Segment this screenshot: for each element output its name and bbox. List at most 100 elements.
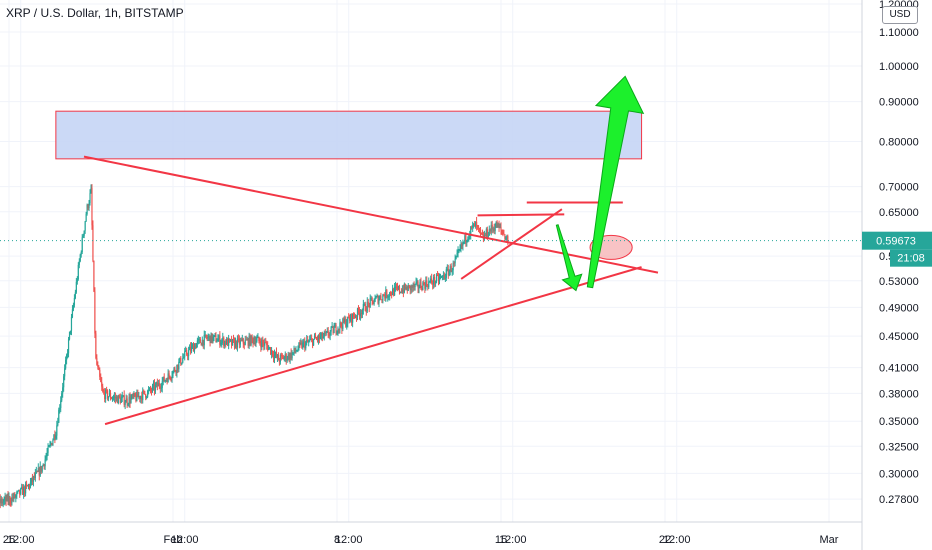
candle-body: [265, 342, 267, 344]
time-tick: 12:00: [335, 534, 363, 546]
candle-body: [328, 335, 330, 337]
candle-body: [415, 281, 417, 284]
candle-body: [312, 338, 315, 346]
candle-body: [15, 495, 17, 498]
candle-body: [388, 296, 390, 298]
candle-body: [405, 287, 407, 290]
candle-body: [333, 327, 335, 334]
candle-body: [272, 355, 275, 359]
candle-body: [310, 338, 312, 340]
candle-body: [458, 249, 460, 251]
candle-body: [319, 336, 322, 339]
down-arrow: [555, 224, 583, 292]
candle-body: [450, 266, 452, 272]
countdown-value: 21:08: [897, 253, 925, 265]
candle-body: [39, 466, 41, 476]
candle-body: [280, 355, 282, 357]
candle-body: [69, 330, 72, 332]
candle-body: [171, 375, 173, 379]
candle-body: [416, 281, 418, 283]
candle-body: [499, 226, 501, 228]
candle-body: [351, 314, 353, 323]
candle-body: [1, 499, 3, 504]
candle-body: [264, 342, 266, 346]
price-badge-value: 0.59673: [876, 236, 916, 248]
price-axis[interactable]: 1.20000 1.10000 1.00000 0.90000 0.80000 0.700…: [862, 0, 932, 506]
candle-body: [410, 285, 412, 291]
candle-body: [125, 398, 127, 403]
candle-body: [353, 316, 356, 318]
candle-body: [115, 396, 117, 399]
candle-body: [34, 472, 36, 478]
candle-body: [487, 235, 489, 237]
candle-body: [154, 385, 157, 391]
candle-body: [466, 239, 468, 243]
candle-body: [371, 297, 373, 301]
chart-grid: [0, 0, 863, 550]
candle-body: [22, 487, 24, 495]
candle-body: [424, 284, 426, 289]
candle-body: [320, 332, 322, 337]
candle-body: [112, 397, 115, 399]
candle-body: [231, 339, 234, 346]
candle-body: [153, 383, 156, 391]
candle-body: [283, 357, 285, 360]
candle-body: [362, 304, 364, 311]
price-tick: 0.30000: [879, 468, 919, 480]
candle-body: [138, 396, 140, 398]
currency-button[interactable]: USD: [882, 6, 918, 24]
candle-body: [175, 371, 177, 373]
time-tick: 12:00: [499, 534, 527, 546]
candle-body: [123, 395, 125, 405]
candle-body: [330, 327, 332, 332]
candle-body: [104, 392, 106, 400]
candle-body: [117, 395, 119, 404]
candle-body: [247, 338, 249, 346]
price-tick: 0.90000: [879, 97, 919, 109]
candle-body: [135, 396, 137, 401]
candle-body: [488, 229, 490, 236]
candle-body: [369, 298, 371, 308]
candle-body: [94, 291, 96, 334]
candle-body: [464, 235, 466, 242]
candle-body: [139, 396, 141, 400]
candle-body: [365, 311, 367, 313]
candle-body: [99, 370, 101, 377]
candle-body: [126, 398, 128, 405]
candle-body: [389, 292, 391, 297]
candle-body: [66, 353, 69, 356]
candle-body: [301, 342, 303, 348]
candle-body: [489, 229, 491, 232]
candle-body: [472, 225, 474, 227]
candle-body: [391, 294, 393, 296]
candle-body: [137, 392, 139, 398]
candle-body: [0, 499, 2, 504]
candle-body: [221, 340, 223, 343]
candle-body: [376, 295, 378, 297]
candle-body: [360, 313, 363, 315]
candle-body: [160, 387, 162, 389]
candle-body: [358, 311, 361, 316]
candle-body: [63, 376, 65, 388]
candle-body: [29, 482, 32, 488]
candle-body: [426, 280, 428, 286]
candle-body: [393, 288, 395, 296]
candle-body: [418, 287, 420, 289]
price-tick: 0.38000: [879, 388, 919, 400]
candle-body: [324, 332, 326, 334]
candle-body: [475, 221, 477, 227]
candle-body: [10, 502, 12, 504]
candle-body: [127, 404, 129, 406]
candle-body: [366, 301, 368, 312]
candle-body: [271, 350, 274, 356]
candle-body: [30, 477, 33, 483]
candle-body: [361, 310, 363, 315]
candle-body: [237, 338, 240, 340]
candle-body: [113, 396, 116, 398]
candle-body: [417, 281, 419, 289]
candle-body: [106, 389, 108, 391]
candle-body: [444, 277, 446, 279]
candle-body: [321, 332, 323, 339]
